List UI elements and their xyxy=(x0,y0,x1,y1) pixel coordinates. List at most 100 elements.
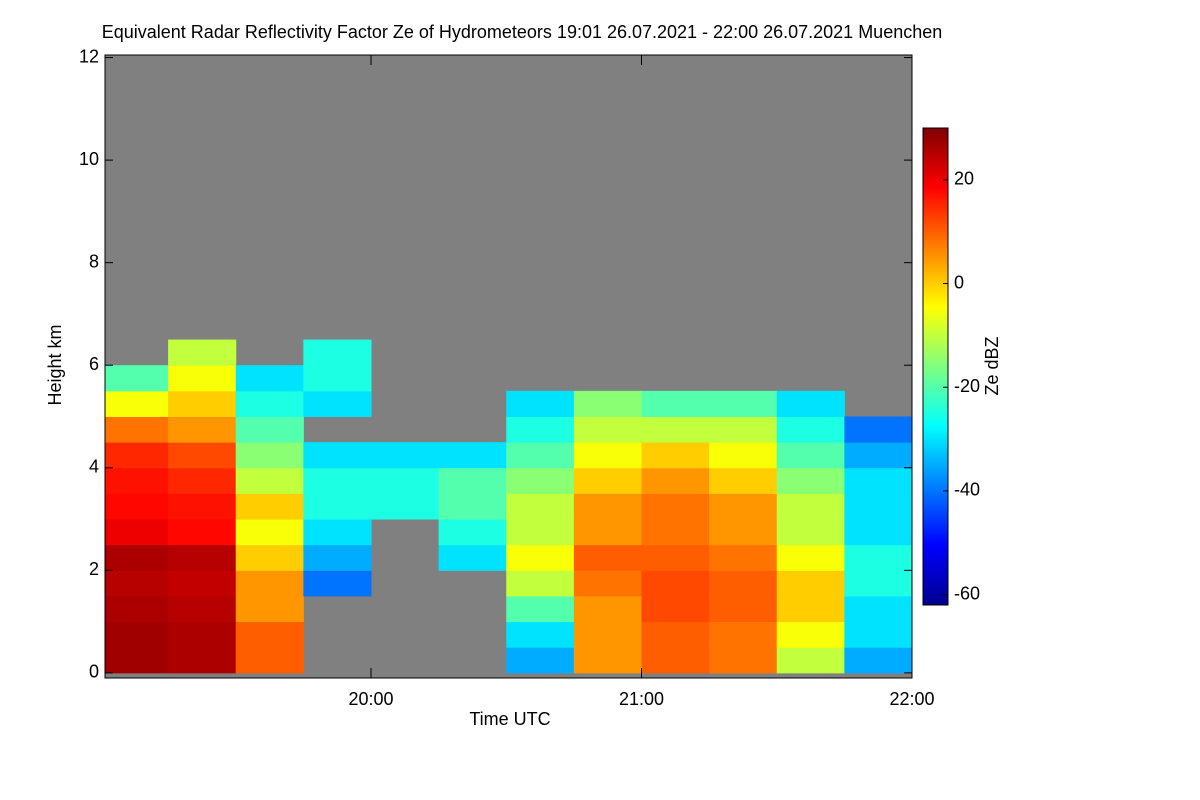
heatmap-cell xyxy=(641,647,710,674)
heatmap-cell xyxy=(168,442,237,469)
heatmap-cell xyxy=(105,442,169,469)
heatmap-cell xyxy=(776,442,845,469)
heatmap-cell xyxy=(776,570,845,597)
y-tick-label: 10 xyxy=(79,149,99,169)
heatmap-cell xyxy=(506,647,575,674)
heatmap-cell xyxy=(105,621,169,648)
heatmap-cell xyxy=(235,467,304,494)
heatmap-cell xyxy=(105,365,169,392)
y-tick-label: 0 xyxy=(89,662,99,682)
colorbar xyxy=(922,127,949,606)
heatmap-cell xyxy=(370,467,440,494)
heatmap-cell xyxy=(105,544,169,571)
heatmap-cell xyxy=(438,544,507,571)
heatmap-cell xyxy=(105,467,169,494)
heatmap-cell xyxy=(235,570,304,597)
heatmap-cell xyxy=(844,595,913,623)
heatmap-cell xyxy=(235,390,304,417)
heatmap-cell xyxy=(105,390,169,417)
colorbar-tick-label: -40 xyxy=(954,480,980,500)
heatmap-cell xyxy=(709,621,778,648)
heatmap-cell xyxy=(235,519,304,546)
heatmap-cell xyxy=(235,365,304,392)
heatmap-cell xyxy=(506,621,575,648)
heatmap-cell xyxy=(776,647,845,674)
heatmap-cell xyxy=(303,365,372,392)
heatmap-cell xyxy=(506,570,575,597)
heatmap-cell xyxy=(844,442,913,469)
heatmap-cell xyxy=(105,416,169,443)
heatmap-cell xyxy=(641,570,710,597)
heatmap-cell xyxy=(506,442,575,469)
heatmap-cell xyxy=(844,570,913,597)
heatmap-cell xyxy=(709,467,778,494)
heatmap-cell xyxy=(844,467,913,494)
y-axis-label: Height km xyxy=(45,324,65,405)
y-tick-label: 2 xyxy=(89,559,99,579)
heatmap-cell xyxy=(105,647,169,674)
heatmap-cell xyxy=(776,493,845,520)
heatmap-cell xyxy=(506,544,575,571)
heatmap-cell xyxy=(438,467,507,494)
heatmap-cell xyxy=(506,493,575,520)
heatmap-cell xyxy=(776,621,845,648)
y-tick-label: 6 xyxy=(89,354,99,374)
heatmap-cell xyxy=(370,442,440,469)
x-tick-label: 21:00 xyxy=(619,689,664,709)
colorbar-tick-label: -20 xyxy=(954,376,980,396)
heatmap-cell xyxy=(573,493,642,520)
heatmap-cell xyxy=(709,544,778,571)
heatmap-cell xyxy=(641,519,710,546)
heatmap-cell xyxy=(776,390,845,417)
heatmap-cell xyxy=(641,390,710,417)
heatmap-cell xyxy=(235,442,304,469)
heatmap-cell xyxy=(303,339,372,366)
x-tick-label: 22:00 xyxy=(889,689,934,709)
heatmap-cell xyxy=(844,647,913,674)
heatmap-cell xyxy=(709,595,778,623)
heatmap-cell xyxy=(370,493,440,520)
heatmap-cell xyxy=(168,519,237,546)
heatmap-cell xyxy=(303,519,372,546)
heatmap-cell xyxy=(573,390,642,417)
heatmap-cell xyxy=(506,390,575,417)
heatmap-cell xyxy=(709,390,778,417)
heatmap-cell xyxy=(303,390,372,417)
heatmap-cell xyxy=(641,621,710,648)
heatmap-cell xyxy=(709,519,778,546)
heatmap-cell xyxy=(776,416,845,443)
heatmap-cell xyxy=(438,442,507,469)
heatmap-cell xyxy=(573,595,642,623)
heatmap-cell xyxy=(438,493,507,520)
heatmap-cell xyxy=(235,493,304,520)
heatmap-cell xyxy=(105,493,169,520)
heatmap-cell xyxy=(105,595,169,623)
heatmap-cell xyxy=(709,442,778,469)
heatmap-cell xyxy=(844,416,913,443)
colorbar-tick-label: -60 xyxy=(954,583,980,603)
heatmap-cell xyxy=(235,621,304,648)
y-tick-label: 12 xyxy=(79,46,99,66)
heatmap-cell xyxy=(105,570,169,597)
heatmap-cell xyxy=(641,467,710,494)
heatmap-cell xyxy=(573,519,642,546)
colorbar-label: Ze dBZ xyxy=(982,336,1002,395)
heatmap-cell xyxy=(168,493,237,520)
heatmap-cell xyxy=(235,595,304,623)
colorbar-tick-label: 20 xyxy=(954,169,974,189)
heatmap-cell xyxy=(844,519,913,546)
chart-title: Equivalent Radar Reflectivity Factor Ze … xyxy=(102,22,943,42)
heatmap-cell xyxy=(506,519,575,546)
heatmap-cell xyxy=(641,442,710,469)
heatmap-cell xyxy=(506,467,575,494)
heatmap-cell xyxy=(641,493,710,520)
x-axis-label: Time UTC xyxy=(469,709,550,729)
heatmap-cell xyxy=(709,493,778,520)
heatmap-cell xyxy=(844,544,913,571)
heatmap-cell xyxy=(573,647,642,674)
heatmap-cell xyxy=(168,416,237,443)
heatmap-cell xyxy=(573,442,642,469)
heatmap-cell xyxy=(168,544,237,571)
heatmap-cell xyxy=(168,339,237,366)
heatmap-cell xyxy=(573,544,642,571)
